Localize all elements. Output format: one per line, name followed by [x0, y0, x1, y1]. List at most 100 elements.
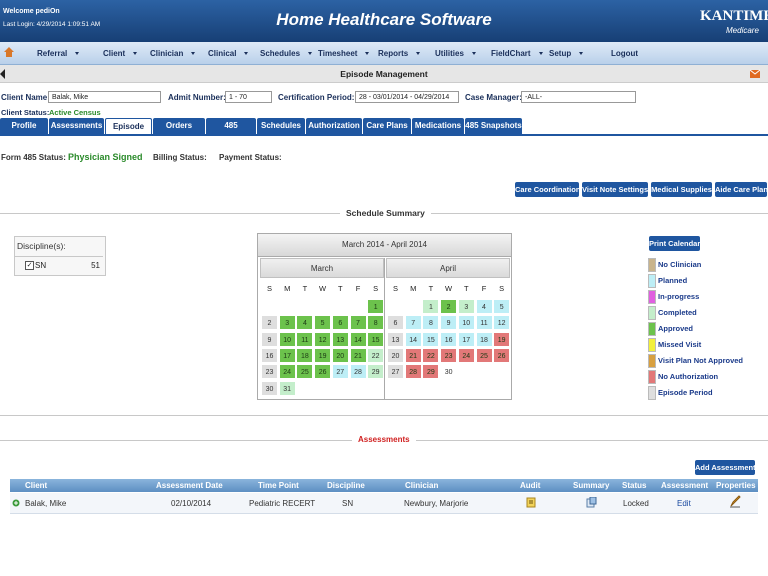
- calendar-day[interactable]: 30: [440, 364, 458, 380]
- calendar-day[interactable]: 11: [296, 331, 314, 347]
- calendar-day[interactable]: 24: [278, 364, 296, 380]
- calendar-day[interactable]: 9: [261, 331, 278, 347]
- calendar-day[interactable]: 28: [404, 364, 422, 380]
- calendar-day[interactable]: 16: [261, 347, 278, 363]
- calendar-day[interactable]: 19: [493, 331, 511, 347]
- discipline-checkbox[interactable]: ✓: [25, 261, 34, 270]
- calendar-day[interactable]: 28: [349, 364, 367, 380]
- cell-action[interactable]: Edit: [677, 499, 691, 508]
- calendar-day[interactable]: 5: [493, 299, 511, 314]
- calendar-day[interactable]: 22: [422, 347, 440, 363]
- calendar-day[interactable]: 6: [331, 315, 349, 331]
- calendar-day[interactable]: 18: [296, 347, 314, 363]
- client-select[interactable]: Balak, Mike: [48, 91, 161, 103]
- tab[interactable]: Authorization: [306, 118, 362, 134]
- calendar-day[interactable]: 17: [278, 347, 296, 363]
- calendar-day[interactable]: 12: [314, 331, 332, 347]
- calendar-day[interactable]: 15: [422, 331, 440, 347]
- case-select[interactable]: -ALL-: [521, 91, 636, 103]
- calendar-day[interactable]: 23: [261, 364, 278, 380]
- calendar-day[interactable]: 11: [475, 315, 493, 331]
- tab[interactable]: Assessments: [49, 118, 104, 134]
- tab[interactable]: 485: [206, 118, 256, 134]
- calendar-day[interactable]: 13: [331, 331, 349, 347]
- calendar-day[interactable]: 7: [404, 315, 422, 331]
- calendar-day[interactable]: 18: [475, 331, 493, 347]
- calendar-day[interactable]: 1: [367, 299, 385, 314]
- calendar-day[interactable]: 3: [278, 315, 296, 331]
- calendar-day[interactable]: 25: [296, 364, 314, 380]
- calendar-day[interactable]: 8: [367, 315, 385, 331]
- calendar-day[interactable]: 20: [387, 347, 404, 363]
- nav-item[interactable]: Referral: [37, 49, 80, 58]
- calendar-day[interactable]: 27: [387, 364, 404, 380]
- tab[interactable]: Orders: [153, 118, 205, 134]
- calendar-day[interactable]: 10: [457, 315, 475, 331]
- nav-item[interactable]: FieldChart: [491, 49, 543, 58]
- calendar-day[interactable]: 25: [475, 347, 493, 363]
- calendar-day[interactable]: 3: [457, 299, 475, 314]
- tab[interactable]: Profile: [0, 118, 48, 134]
- home-icon[interactable]: [3, 46, 15, 58]
- mail-icon[interactable]: [750, 69, 760, 79]
- calendar-day[interactable]: 14: [349, 331, 367, 347]
- properties-icon[interactable]: [729, 495, 741, 508]
- calendar-day[interactable]: 26: [493, 347, 511, 363]
- nav-item[interactable]: Clinician: [150, 49, 196, 58]
- tab[interactable]: Schedules: [257, 118, 305, 134]
- nav-item[interactable]: Utilities: [435, 49, 476, 58]
- tab[interactable]: Care Plans: [363, 118, 411, 134]
- calendar-day[interactable]: 29: [422, 364, 440, 380]
- calendar-day[interactable]: 31: [278, 380, 296, 396]
- nav-item[interactable]: Logout: [611, 49, 638, 58]
- calendar-day[interactable]: 15: [367, 331, 385, 347]
- calendar-day[interactable]: 27: [331, 364, 349, 380]
- calendar-day[interactable]: 17: [457, 331, 475, 347]
- tab[interactable]: 485 Snapshots: [465, 118, 522, 134]
- admit-select[interactable]: 1 - 70: [225, 91, 272, 103]
- calendar-day[interactable]: 9: [440, 315, 458, 331]
- calendar-day[interactable]: 1: [422, 299, 440, 314]
- calendar-day[interactable]: 2: [261, 315, 278, 331]
- nav-item[interactable]: Reports: [378, 49, 421, 58]
- calendar-day[interactable]: 29: [367, 364, 385, 380]
- nav-item[interactable]: Setup: [549, 49, 584, 58]
- calendar-day[interactable]: 19: [314, 347, 332, 363]
- back-arrow[interactable]: [0, 69, 6, 79]
- calendar-day[interactable]: 6: [387, 315, 404, 331]
- action-button[interactable]: Medical Supplies: [651, 182, 712, 197]
- calendar-day[interactable]: 20: [331, 347, 349, 363]
- calendar-day[interactable]: 13: [387, 331, 404, 347]
- tab[interactable]: Episode: [105, 118, 152, 134]
- calendar-day[interactable]: 22: [367, 347, 385, 363]
- calendar-day[interactable]: 7: [349, 315, 367, 331]
- summary-icon[interactable]: [586, 497, 597, 508]
- action-button[interactable]: Visit Note Settings: [582, 182, 648, 197]
- calendar-day[interactable]: 16: [440, 331, 458, 347]
- nav-item[interactable]: Client: [103, 49, 138, 58]
- calendar-day[interactable]: 30: [261, 380, 278, 396]
- calendar-day[interactable]: 12: [493, 315, 511, 331]
- tab[interactable]: Medications: [412, 118, 464, 134]
- action-button[interactable]: Aide Care Plan: [715, 182, 768, 197]
- expand-icon[interactable]: [12, 499, 20, 507]
- cert-select[interactable]: 28 - 03/01/2014 - 04/29/2014: [355, 91, 459, 103]
- calendar-day[interactable]: 24: [457, 347, 475, 363]
- print-calendar[interactable]: Print Calendar: [649, 236, 700, 251]
- add-assessment[interactable]: Add Assessment: [695, 460, 756, 475]
- nav-item[interactable]: Clinical: [208, 49, 249, 58]
- calendar-day[interactable]: 21: [349, 347, 367, 363]
- calendar-day[interactable]: 21: [404, 347, 422, 363]
- audit-icon[interactable]: [526, 497, 536, 508]
- calendar-day[interactable]: 26: [314, 364, 332, 380]
- calendar-day[interactable]: 2: [440, 299, 458, 314]
- calendar-day[interactable]: 14: [404, 331, 422, 347]
- calendar-day[interactable]: 23: [440, 347, 458, 363]
- calendar-day[interactable]: 10: [278, 331, 296, 347]
- calendar-day[interactable]: 8: [422, 315, 440, 331]
- calendar-day[interactable]: 4: [475, 299, 493, 314]
- calendar-day[interactable]: 5: [314, 315, 332, 331]
- action-button[interactable]: Care Coordination: [515, 182, 580, 197]
- nav-item[interactable]: Schedules: [260, 49, 313, 58]
- nav-item[interactable]: Timesheet: [318, 49, 370, 58]
